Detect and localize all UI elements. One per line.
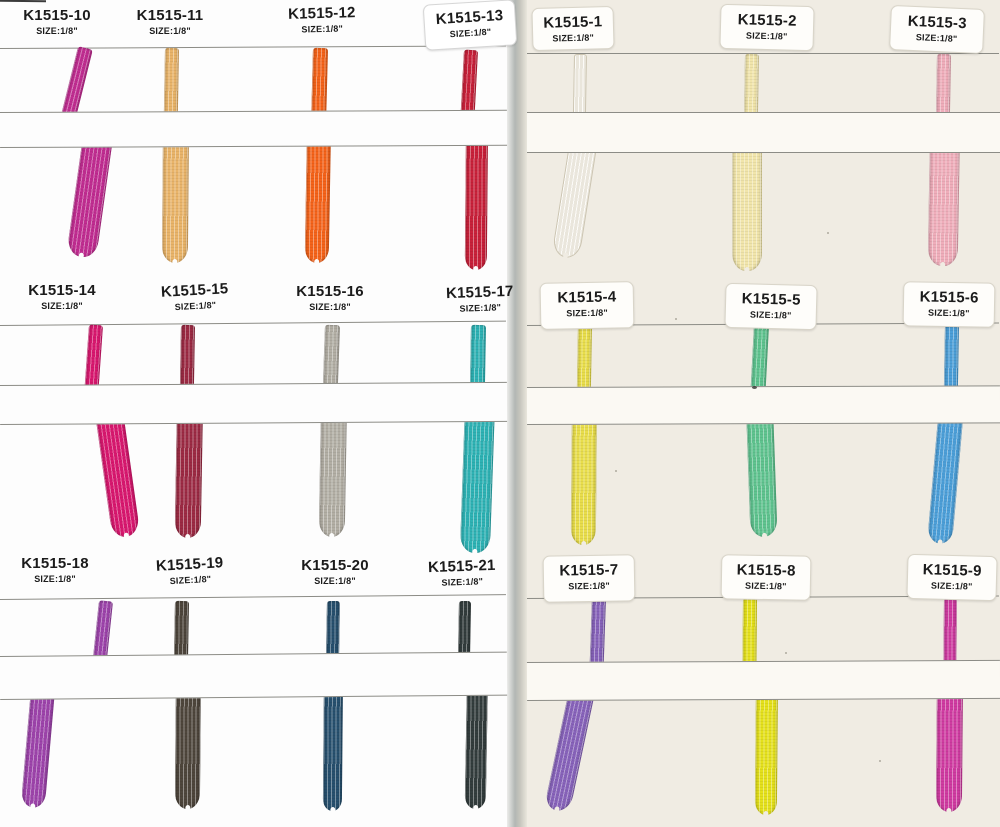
label-tag: K1515-4 SIZE:1/8" (539, 281, 635, 330)
cord-loop (174, 404, 203, 539)
sample-size: SIZE:1/8" (927, 307, 970, 319)
label-tag: K1515-1 SIZE:1/8" (531, 5, 615, 52)
sample-size: SIZE:1/8" (301, 23, 344, 35)
label-tag: K1515-8 SIZE:1/8" (720, 554, 812, 601)
sample-code: K1515-18 (21, 555, 89, 572)
sample-label: K1515-11 SIZE:1/8" (114, 7, 226, 37)
sample-code: K1515-9 (922, 561, 982, 580)
scan-speckle (615, 470, 617, 472)
card-strip (0, 381, 508, 425)
scan-speckle (827, 232, 829, 234)
cord-loop (570, 406, 597, 546)
cord-loop (927, 405, 964, 545)
label-tag: K1515-2 SIZE:1/8" (719, 3, 815, 52)
left-page: K1515-10 SIZE:1/8" K1515-11 SIZE:1/8" K1… (0, 0, 507, 827)
sample-size: SIZE:1/8" (749, 309, 792, 321)
page-seam (507, 0, 527, 827)
sample-label: K1515-14 SIZE:1/8" (6, 282, 118, 312)
cord-top (60, 46, 93, 122)
cord-loop (464, 129, 488, 271)
cord-loop (935, 681, 963, 813)
cord-loop (732, 133, 762, 271)
sample-label: K1515-21 SIZE:1/8" (406, 556, 519, 590)
cord-loop (754, 681, 778, 816)
sample-code: K1515-14 (28, 282, 96, 299)
card-strip (526, 385, 1000, 425)
scan-speckle (785, 652, 787, 654)
scan-artifact (0, 0, 47, 3)
sample-code: K1515-11 (136, 7, 204, 24)
sample-label: K1515-18 SIZE:1/8" (0, 555, 111, 585)
scan-speckle (675, 318, 677, 320)
sample-code: K1515-21 (427, 556, 496, 577)
sample-size: SIZE:1/8" (314, 576, 356, 587)
sample-size: SIZE:1/8" (41, 301, 83, 312)
sample-code: K1515-7 (559, 561, 619, 580)
sample-size: SIZE:1/8" (36, 26, 78, 37)
sample-code: K1515-8 (736, 561, 796, 580)
cord-loop (161, 129, 189, 264)
sample-size: SIZE:1/8" (744, 580, 787, 592)
sample-size: SIZE:1/8" (309, 302, 351, 313)
sample-code: K1515-1 (543, 13, 603, 32)
card-strip (0, 651, 508, 700)
card-slit-line (527, 53, 999, 54)
cord-loop (464, 677, 488, 810)
right-page: K1515-1 SIZE:1/8" K1515-2 SIZE:1/8" K151… (526, 0, 1000, 827)
card-slit-line (0, 320, 506, 326)
label-tag: K1515-7 SIZE:1/8" (542, 554, 636, 603)
label-tag: K1515-9 SIZE:1/8" (906, 553, 998, 602)
scan-smudge (752, 386, 757, 389)
sample-label: K1515-10 SIZE:1/8" (1, 7, 113, 37)
sample-code: K1515-5 (741, 290, 801, 309)
sample-size: SIZE:1/8" (149, 26, 191, 37)
sample-size: SIZE:1/8" (915, 32, 958, 45)
sample-code: K1515-6 (919, 288, 979, 307)
sample-size: SIZE:1/8" (568, 580, 611, 592)
sample-code: K1515-17 (445, 282, 514, 303)
sample-label: K1515-17 SIZE:1/8" (424, 282, 537, 316)
scan-speckle (879, 760, 881, 762)
sample-size: SIZE:1/8" (930, 580, 973, 592)
sample-label: K1515-12 SIZE:1/8" (266, 4, 379, 37)
cord-loop (746, 406, 778, 538)
card-slit-line (0, 594, 506, 600)
card-strip (0, 109, 508, 148)
sample-code: K1515-10 (23, 7, 91, 24)
cord-loop (304, 129, 331, 264)
cord-loop (459, 404, 495, 554)
cord-loop (318, 404, 347, 538)
sample-label: K1515-15 SIZE:1/8" (138, 279, 251, 315)
card-strip (527, 112, 1000, 153)
sample-size: SIZE:1/8" (441, 576, 484, 588)
sample-label: K1515-16 SIZE:1/8" (274, 283, 386, 313)
cord-loop (322, 677, 343, 812)
sample-code: K1515-20 (301, 557, 369, 574)
sample-code: K1515-12 (287, 4, 356, 23)
sample-code: K1515-3 (907, 12, 968, 33)
sample-label: K1515-19 SIZE:1/8" (133, 553, 246, 589)
sample-size: SIZE:1/8" (566, 307, 609, 319)
card-strip (526, 659, 1000, 701)
label-tag: K1515-13 SIZE:1/8" (422, 0, 518, 51)
sample-code: K1515-4 (557, 288, 617, 307)
label-tag: K1515-5 SIZE:1/8" (724, 282, 818, 331)
label-tag: K1515-6 SIZE:1/8" (902, 281, 996, 328)
sample-code: K1515-2 (737, 11, 797, 30)
sample-size: SIZE:1/8" (34, 574, 76, 585)
label-tag: K1515-3 SIZE:1/8" (889, 4, 985, 55)
sample-code: K1515-16 (296, 283, 364, 300)
sample-size: SIZE:1/8" (552, 32, 595, 44)
sample-size: SIZE:1/8" (745, 30, 788, 42)
sample-label: K1515-20 SIZE:1/8" (279, 557, 391, 587)
